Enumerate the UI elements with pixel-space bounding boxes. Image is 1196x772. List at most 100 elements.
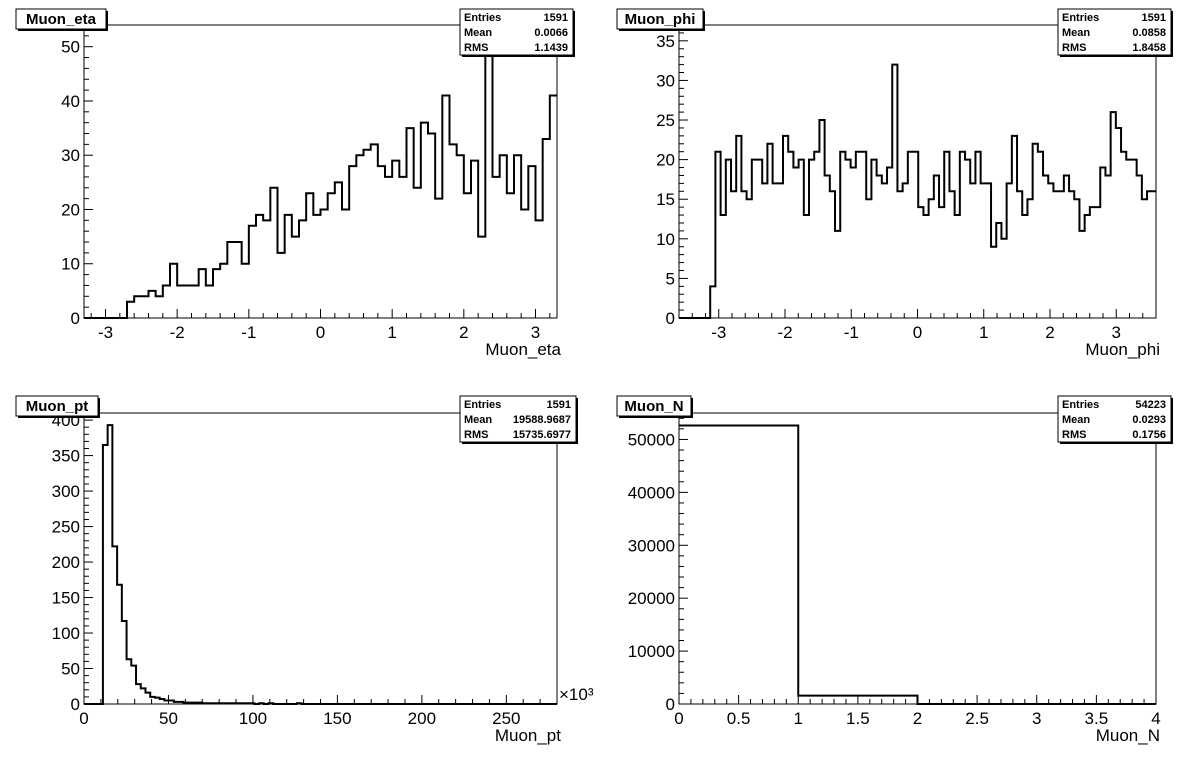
x-tick-label: 1.5 (846, 709, 870, 728)
histogram-line (84, 424, 557, 705)
y-tick-label: 350 (52, 447, 80, 466)
stats-value: 0.0858 (1132, 27, 1166, 39)
histogram-title: Muon_N (624, 398, 683, 415)
y-tick-label: 30000 (628, 536, 675, 555)
title-box (15, 8, 107, 30)
x-tick-label: 50 (159, 709, 178, 728)
histogram-line (679, 63, 1156, 319)
x-tick-label: 1 (979, 323, 988, 342)
stats-value: 0.1756 (1132, 429, 1166, 441)
stats-label: Entries (1062, 12, 1099, 24)
x-tick-label: 250 (492, 709, 520, 728)
y-tick-label: 10000 (628, 642, 675, 661)
x-tick-label: 0 (674, 709, 683, 728)
stats-box (459, 395, 577, 443)
stats-value: 15735.6977 (513, 429, 571, 441)
y-tick-label: 300 (52, 482, 80, 501)
y-tick-label: 50 (61, 38, 80, 57)
muon-pt-panel: 0 50 100 150 200 250050100150200250300350400M… (15, 395, 594, 745)
histogram-title: Muon_pt (26, 398, 88, 415)
stats-label: RMS (464, 429, 488, 441)
y-tick-label: 100 (52, 624, 80, 643)
stats-label: Entries (464, 12, 501, 24)
x-tick-label: 1 (387, 323, 396, 342)
stats-label: Entries (1062, 399, 1099, 411)
x-tick-label: 0.5 (727, 709, 751, 728)
x-tick-label: 1 (794, 709, 803, 728)
y-tick-label: 30 (656, 71, 675, 90)
stats-value: 1591 (544, 12, 568, 24)
y-tick-label: 50 (61, 660, 80, 679)
y-tick-label: 10 (61, 255, 80, 274)
x-tick-label: 200 (408, 709, 436, 728)
stats-value: 1.1439 (534, 42, 568, 54)
histogram-title: Muon_eta (26, 11, 97, 28)
title-box (15, 395, 99, 417)
x-tick-label: 0 (913, 323, 922, 342)
y-tick-label: 20 (656, 151, 675, 170)
stats-label: Mean (1062, 27, 1090, 39)
stats-value: 1591 (1142, 12, 1166, 24)
x-axis-title: Muon_pt (495, 726, 561, 745)
y-tick-label: 25 (656, 111, 675, 130)
x-tick-label: -3 (98, 323, 113, 342)
stats-label: Mean (464, 27, 492, 39)
y-tick-label: 15 (656, 190, 675, 209)
y-tick-label: 0 (71, 695, 80, 714)
x-tick-label: 2 (459, 323, 468, 342)
y-tick-label: 30 (61, 146, 80, 165)
y-tick-label: 50000 (628, 430, 675, 449)
x-tick-label: 3 (1112, 323, 1121, 342)
histogram-line (84, 40, 557, 319)
x-axis-title: Muon_phi (1085, 340, 1160, 359)
plot-frame (678, 412, 1157, 705)
y-tick-label: 250 (52, 518, 80, 537)
y-tick-label: 40 (61, 92, 80, 111)
stats-box (459, 8, 574, 56)
histogram-line (679, 424, 1156, 705)
x-tick-label: 3.5 (1085, 709, 1109, 728)
x-tick-label: -1 (844, 323, 859, 342)
x-tick-label: 2.5 (965, 709, 989, 728)
y-tick-label: 5 (666, 269, 675, 288)
stats-value: 19588.9687 (513, 414, 571, 426)
stats-box (1057, 8, 1172, 56)
stats-label: Mean (464, 414, 492, 426)
x-tick-label: -2 (170, 323, 185, 342)
title-box (616, 8, 704, 30)
x-tick-label: 3 (531, 323, 540, 342)
muon-n-panel: 0 0.5 1 1.5 2 2.5 3 3.5 4 0 10000 20000 30000 40000 50… (616, 395, 1173, 745)
muon-phi-panel: -3 -2 -1 0 1 2 305101520253035Muon_phiMuon_phi… (616, 8, 1173, 359)
y-tick-label: 20000 (628, 589, 675, 608)
x-tick-label: 4 (1151, 709, 1160, 728)
y-tick-label: 150 (52, 589, 80, 608)
stats-value: 1591 (547, 399, 571, 411)
histogram-title: Muon_phi (625, 11, 696, 28)
x-tick-label: 100 (239, 709, 267, 728)
x-tick-label: -2 (777, 323, 792, 342)
stats-value: 54223 (1135, 399, 1166, 411)
stats-value: 0.0066 (534, 27, 568, 39)
y-tick-label: 0 (666, 309, 675, 328)
stats-value: 1.8458 (1132, 42, 1166, 54)
y-tick-label: 0 (666, 695, 675, 714)
stats-label: RMS (1062, 429, 1086, 441)
x-tick-label: 0 (316, 323, 325, 342)
stats-label: Mean (1062, 414, 1090, 426)
x-tick-label: -1 (241, 323, 256, 342)
stats-label: RMS (1062, 42, 1086, 54)
y-tick-label: 10 (656, 230, 675, 249)
x-multiplier-label: ×10³ (559, 685, 594, 704)
y-tick-label: 35 (656, 32, 675, 51)
stats-box (1057, 395, 1172, 443)
y-tick-label: 40000 (628, 483, 675, 502)
x-tick-label: 3 (1032, 709, 1041, 728)
stats-value: 0.0293 (1132, 414, 1166, 426)
stats-label: Entries (464, 399, 501, 411)
x-axis-title: Muon_N (1096, 726, 1160, 745)
stats-label: RMS (464, 42, 488, 54)
y-tick-label: 0 (71, 309, 80, 328)
x-tick-label: 0 (79, 709, 88, 728)
x-tick-label: 2 (1045, 323, 1054, 342)
